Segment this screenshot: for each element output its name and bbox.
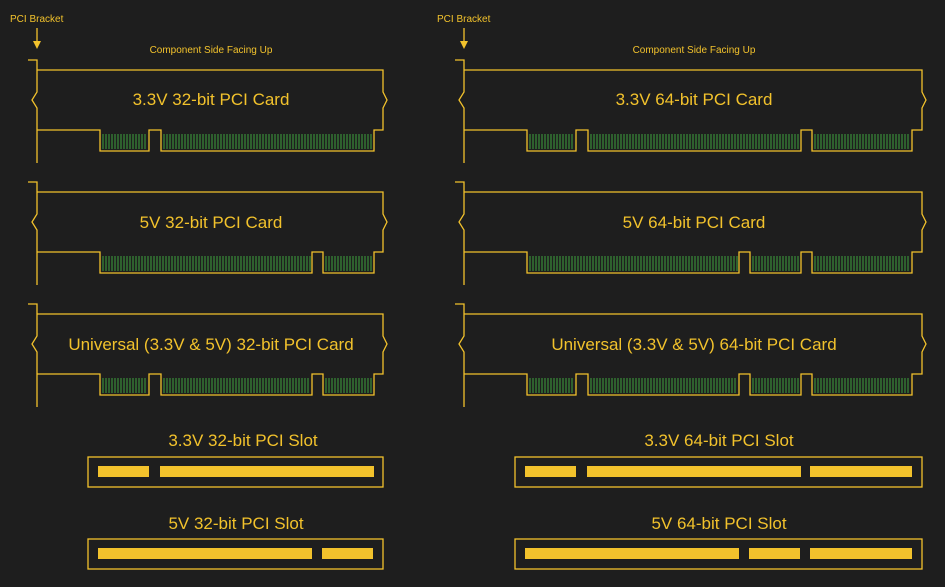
card-title: 3.3V 32-bit PCI Card (133, 90, 290, 109)
edge-connector-pins (814, 134, 909, 149)
edge-connector-pins (590, 134, 799, 149)
slot-5v-64bit (514, 538, 923, 570)
card-outline (464, 313, 927, 396)
card-title: 5V 64-bit PCI Card (623, 213, 766, 232)
edge-connector-pins (102, 378, 146, 393)
edge-connector-pins (163, 378, 309, 393)
card-outline (464, 191, 927, 274)
bracket-edge (28, 59, 38, 163)
edge-connector-pins (529, 256, 738, 271)
edge-connector-pins (102, 134, 146, 149)
card-5v-32bit (28, 181, 388, 285)
card-title: 5V 32-bit PCI Card (140, 213, 283, 232)
bracket-edge (455, 303, 465, 407)
component-side-label-left: Component Side Facing Up (150, 45, 273, 56)
edge-connector-pins (529, 134, 573, 149)
slot-title: 5V 64-bit PCI Slot (651, 514, 786, 533)
card-5v-64bit (455, 181, 927, 285)
bracket-label-right: PCI Bracket (437, 14, 491, 25)
slot-3v3-64bit (514, 456, 923, 488)
edge-connector-pins (814, 378, 909, 393)
edge-connector-pins (325, 378, 372, 393)
slot-5v-32bit (87, 538, 384, 570)
edge-connector-pins (325, 256, 372, 271)
slot-title: 3.3V 32-bit PCI Slot (168, 431, 318, 450)
bracket-label-left: PCI Bracket (10, 14, 64, 25)
card-outline (37, 313, 388, 396)
cards (28, 59, 927, 407)
bracket-edge (28, 181, 38, 285)
card-outline (37, 69, 388, 152)
bracket-edge (455, 59, 465, 163)
card-title: 3.3V 64-bit PCI Card (616, 90, 773, 109)
slot-title: 3.3V 64-bit PCI Slot (644, 431, 794, 450)
card-title: Universal (3.3V & 5V) 64-bit PCI Card (551, 335, 836, 354)
edge-connector-pins (814, 256, 909, 271)
bracket-edge (455, 181, 465, 285)
card-universal-32bit (28, 303, 388, 407)
card-universal-64bit (455, 303, 927, 407)
edge-connector-pins (752, 256, 799, 271)
bracket-arrow-right (460, 28, 468, 49)
bracket-arrow-left (33, 28, 41, 49)
card-3v3-64bit (455, 59, 927, 163)
edge-connector-pins (102, 256, 311, 271)
component-side-label-right: Component Side Facing Up (633, 45, 756, 56)
edge-connector-pins (163, 134, 372, 149)
edge-connector-pins (590, 378, 736, 393)
card-3v3-32bit (28, 59, 388, 163)
slot-title: 5V 32-bit PCI Slot (168, 514, 303, 533)
edge-connector-pins (752, 378, 799, 393)
slot-3v3-32bit (87, 456, 384, 488)
bracket-edge (28, 303, 38, 407)
card-outline (464, 69, 927, 152)
card-outline (37, 191, 388, 274)
edge-connector-pins (529, 378, 573, 393)
card-title: Universal (3.3V & 5V) 32-bit PCI Card (68, 335, 353, 354)
